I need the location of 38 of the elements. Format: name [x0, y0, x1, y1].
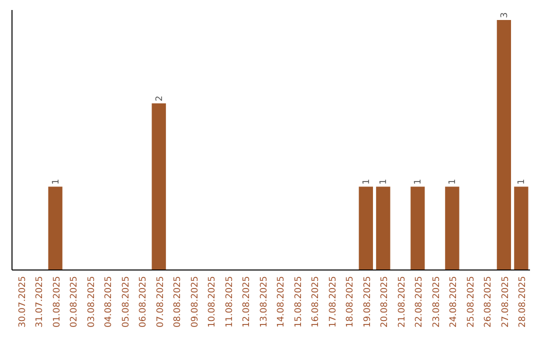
x-tick-label: 06.08.2025 [138, 276, 149, 328]
data-label: 3 [500, 12, 510, 18]
x-tick-label: 01.08.2025 [52, 276, 62, 328]
data-label: 1 [51, 178, 62, 185]
x-tick-label: 17.08.2025 [328, 276, 338, 328]
x-tick-label: 31.07.2025 [35, 276, 46, 328]
x-tick-label: 15.08.2025 [294, 276, 304, 328]
x-tick-label: 12.08.2025 [242, 276, 252, 328]
x-tick-label: 09.08.2025 [190, 276, 200, 328]
data-label: 2 [154, 96, 165, 102]
data-label: 1 [448, 178, 458, 185]
x-tick-label: 28.08.2025 [518, 276, 528, 328]
x-tick-label: 14.08.2025 [276, 276, 287, 328]
x-tick-label: 24.08.2025 [449, 276, 460, 328]
x-tick-label: 27.08.2025 [500, 276, 511, 328]
x-tick-label: 10.08.2025 [208, 276, 218, 328]
x-tick-label: 25.08.2025 [466, 276, 476, 328]
x-tick-label: 11.08.2025 [224, 276, 235, 328]
data-label: 1 [517, 178, 528, 185]
x-tick-label: 08.08.2025 [173, 276, 184, 328]
x-tick-label: 04.08.2025 [104, 276, 114, 328]
data-label: 1 [414, 178, 424, 185]
x-tick-label: 26.08.2025 [484, 276, 494, 328]
x-tick-label: 21.08.2025 [397, 276, 408, 328]
x-tick-label: 03.08.2025 [86, 276, 97, 328]
x-tick-label: 13.08.2025 [259, 276, 270, 328]
x-tick-label: 07.08.2025 [156, 276, 166, 328]
x-tick-label: 19.08.2025 [362, 276, 373, 328]
x-tick-label: 22.08.2025 [414, 276, 425, 328]
x-tick-label: 05.08.2025 [121, 276, 132, 328]
data-label: 1 [379, 178, 390, 185]
x-tick-label: 02.08.2025 [70, 276, 80, 328]
x-tick-label: 30.07.2025 [18, 276, 28, 328]
x-tick-label: 23.08.2025 [432, 276, 442, 328]
x-tick-label: 16.08.2025 [311, 276, 322, 328]
data-label: 1 [362, 178, 372, 185]
x-tick-label: 18.08.2025 [346, 276, 356, 328]
x-tick-label: 20.08.2025 [380, 276, 390, 328]
